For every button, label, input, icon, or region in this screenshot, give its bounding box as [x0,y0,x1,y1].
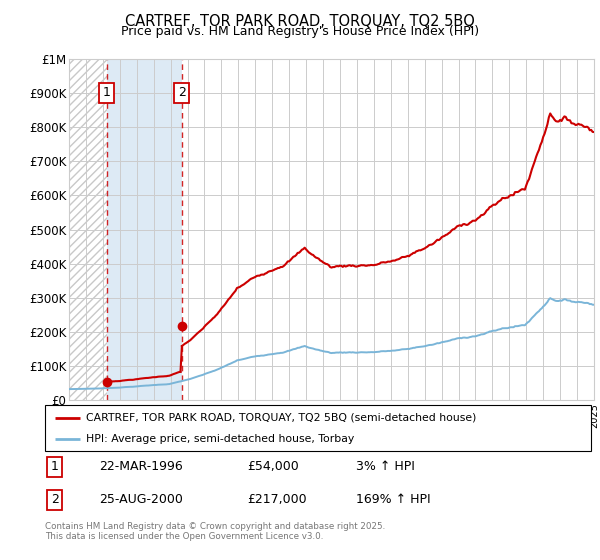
Bar [69,59,107,400]
Text: 2: 2 [51,493,59,506]
Bar [107,59,182,400]
Text: 169% ↑ HPI: 169% ↑ HPI [356,493,431,506]
Text: £217,000: £217,000 [247,493,307,506]
Text: Price paid vs. HM Land Registry's House Price Index (HPI): Price paid vs. HM Land Registry's House … [121,25,479,38]
FancyBboxPatch shape [45,405,591,451]
Text: £54,000: £54,000 [247,460,299,473]
Text: 2: 2 [178,86,185,100]
Text: 1: 1 [103,86,110,100]
Text: Contains HM Land Registry data © Crown copyright and database right 2025.
This d: Contains HM Land Registry data © Crown c… [45,522,385,542]
Text: 1: 1 [51,460,59,473]
Text: 25-AUG-2000: 25-AUG-2000 [100,493,184,506]
Text: 3% ↑ HPI: 3% ↑ HPI [356,460,415,473]
Text: HPI: Average price, semi-detached house, Torbay: HPI: Average price, semi-detached house,… [86,435,354,444]
Text: CARTREF, TOR PARK ROAD, TORQUAY, TQ2 5BQ (semi-detached house): CARTREF, TOR PARK ROAD, TORQUAY, TQ2 5BQ… [86,413,476,423]
Text: CARTREF, TOR PARK ROAD, TORQUAY, TQ2 5BQ: CARTREF, TOR PARK ROAD, TORQUAY, TQ2 5BQ [125,14,475,29]
Text: 22-MAR-1996: 22-MAR-1996 [100,460,184,473]
